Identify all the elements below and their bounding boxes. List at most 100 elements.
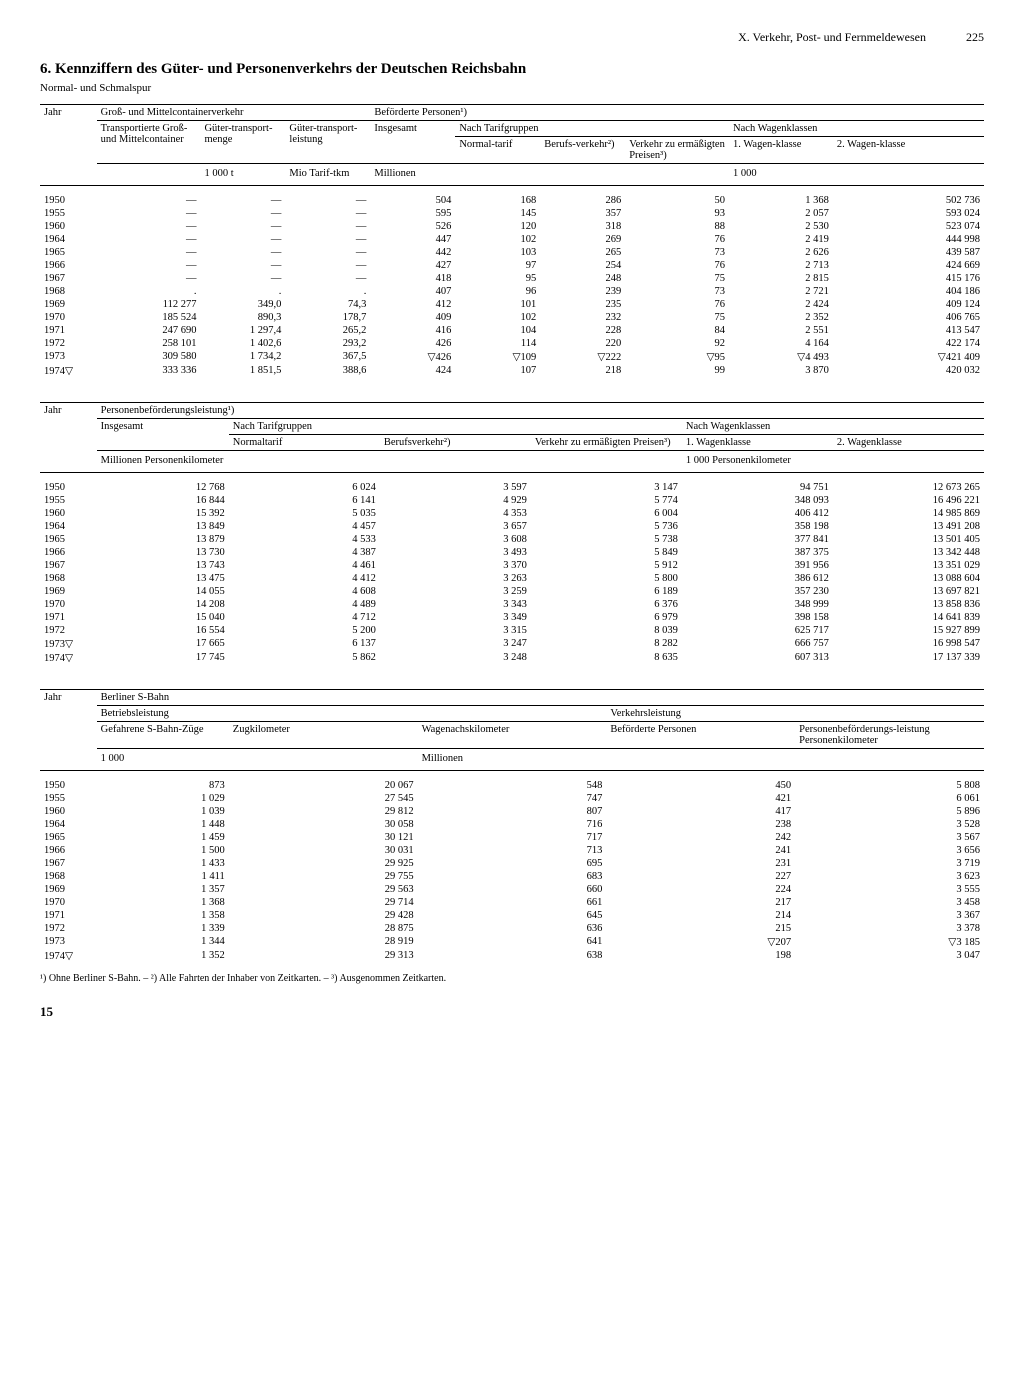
cell: 388,6 — [285, 364, 370, 378]
col-normaltarif: Normaltarif — [229, 435, 380, 451]
cell: ▽207 — [606, 935, 795, 949]
cell: 265 — [540, 246, 625, 259]
cell: — — [285, 207, 370, 220]
cell: 4 608 — [229, 585, 380, 598]
col-wk1: 1. Wagenklasse — [682, 435, 833, 451]
section-header: X. Verkehr, Post- und Fernmeldewesen — [738, 30, 926, 45]
cell-year: 1965 — [40, 246, 97, 259]
col-jahr: Jahr — [40, 105, 97, 164]
cell: 3 370 — [380, 559, 531, 572]
unit-1000-pkm: 1 000 Personenkilometer — [682, 451, 984, 473]
cell: 232 — [540, 311, 625, 324]
col-ermaessigt: Verkehr zu ermäßigten Preisen³) — [625, 137, 729, 164]
cell: 4 457 — [229, 520, 380, 533]
cell-year: 1950 — [40, 779, 97, 792]
cell: 235 — [540, 298, 625, 311]
col-ermaessigt: Verkehr zu ermäßigten Preisen³) — [531, 435, 682, 451]
table-row: 1970185 524890,3178,7409102232752 352406… — [40, 311, 984, 324]
cell: 424 669 — [833, 259, 984, 272]
col-insgesamt: Insgesamt — [370, 121, 455, 164]
cell: 807 — [418, 805, 607, 818]
cell-year: 1973 — [40, 935, 97, 949]
cell: 29 563 — [229, 883, 418, 896]
cell: 239 — [540, 285, 625, 298]
cell: — — [200, 233, 285, 246]
cell: 2 057 — [729, 207, 833, 220]
col-sbahn: Berliner S-Bahn — [97, 690, 984, 706]
cell: ▽3 185 — [795, 935, 984, 949]
unit-mio-tkm: Mio Tarif-tkm — [285, 164, 370, 186]
unit-1000: 1 000 — [97, 749, 229, 771]
cell: 198 — [606, 949, 795, 963]
cell: 13 475 — [97, 572, 229, 585]
cell: 412 — [370, 298, 455, 311]
cell: 413 547 — [833, 324, 984, 337]
cell: 13 879 — [97, 533, 229, 546]
cell: 638 — [418, 949, 607, 963]
cell: 29 925 — [229, 857, 418, 870]
table-row: 19641 44830 0587162383 528 — [40, 818, 984, 831]
col-wagenachskm: Wagenachskilometer — [418, 722, 607, 749]
cell: 747 — [418, 792, 607, 805]
col-jahr: Jahr — [40, 403, 97, 451]
cell: 3 608 — [380, 533, 531, 546]
cell: 4 387 — [229, 546, 380, 559]
cell: 95 — [455, 272, 540, 285]
cell: — — [200, 259, 285, 272]
cell: 4 712 — [229, 611, 380, 624]
cell: 407 — [370, 285, 455, 298]
table-row: 1955———595145357932 057593 024 — [40, 207, 984, 220]
cell: — — [200, 207, 285, 220]
cell: 3 458 — [795, 896, 984, 909]
cell: 1 339 — [97, 922, 229, 935]
table-row: 195012 7686 0243 5973 14794 75112 673 26… — [40, 481, 984, 494]
cell: 13 351 029 — [833, 559, 984, 572]
cell: 873 — [97, 779, 229, 792]
cell-year: 1969 — [40, 585, 97, 598]
cell: 12 768 — [97, 481, 229, 494]
table-row: 1964———447102269762 419444 998 — [40, 233, 984, 246]
cell: 1 358 — [97, 909, 229, 922]
table-row: 1960———526120318882 530523 074 — [40, 220, 984, 233]
cell: 595 — [370, 207, 455, 220]
cell: 717 — [418, 831, 607, 844]
cell: 333 336 — [97, 364, 201, 378]
cell: 16 844 — [97, 494, 229, 507]
cell-year: 1972 — [40, 922, 97, 935]
subtitle: Normal- und Schmalspur — [40, 82, 984, 94]
cell: 1 459 — [97, 831, 229, 844]
table-row: 196513 8794 5333 6085 738377 84113 501 4… — [40, 533, 984, 546]
cell: 217 — [606, 896, 795, 909]
cell: — — [200, 220, 285, 233]
cell-year: 1971 — [40, 324, 97, 337]
cell: 427 — [370, 259, 455, 272]
cell: 4 489 — [229, 598, 380, 611]
cell: 20 067 — [229, 779, 418, 792]
cell-year: 1971 — [40, 611, 97, 624]
cell: 420 032 — [833, 364, 984, 378]
cell: 3 147 — [531, 481, 682, 494]
cell: — — [285, 259, 370, 272]
cell: 442 — [370, 246, 455, 259]
cell: 265,2 — [285, 324, 370, 337]
cell-year: 1950 — [40, 481, 97, 494]
cell: 5 808 — [795, 779, 984, 792]
cell: 409 124 — [833, 298, 984, 311]
cell: 8 039 — [531, 624, 682, 637]
cell: 3 259 — [380, 585, 531, 598]
cell-year: 1968 — [40, 572, 97, 585]
unit-millionen: Millionen — [370, 164, 455, 186]
cell: 1 029 — [97, 792, 229, 805]
cell: . — [285, 285, 370, 298]
cell: 13 342 448 — [833, 546, 984, 559]
cell: — — [97, 194, 201, 207]
cell: 2 713 — [729, 259, 833, 272]
table-row: 19651 45930 1217172423 567 — [40, 831, 984, 844]
cell: 107 — [455, 364, 540, 378]
table-row: 19681 41129 7556832273 623 — [40, 870, 984, 883]
cell: 309 580 — [97, 350, 201, 364]
table-row: 196914 0554 6083 2596 189357 23013 697 8… — [40, 585, 984, 598]
cell: 6 024 — [229, 481, 380, 494]
cell: 97 — [455, 259, 540, 272]
cell-year: 1960 — [40, 220, 97, 233]
